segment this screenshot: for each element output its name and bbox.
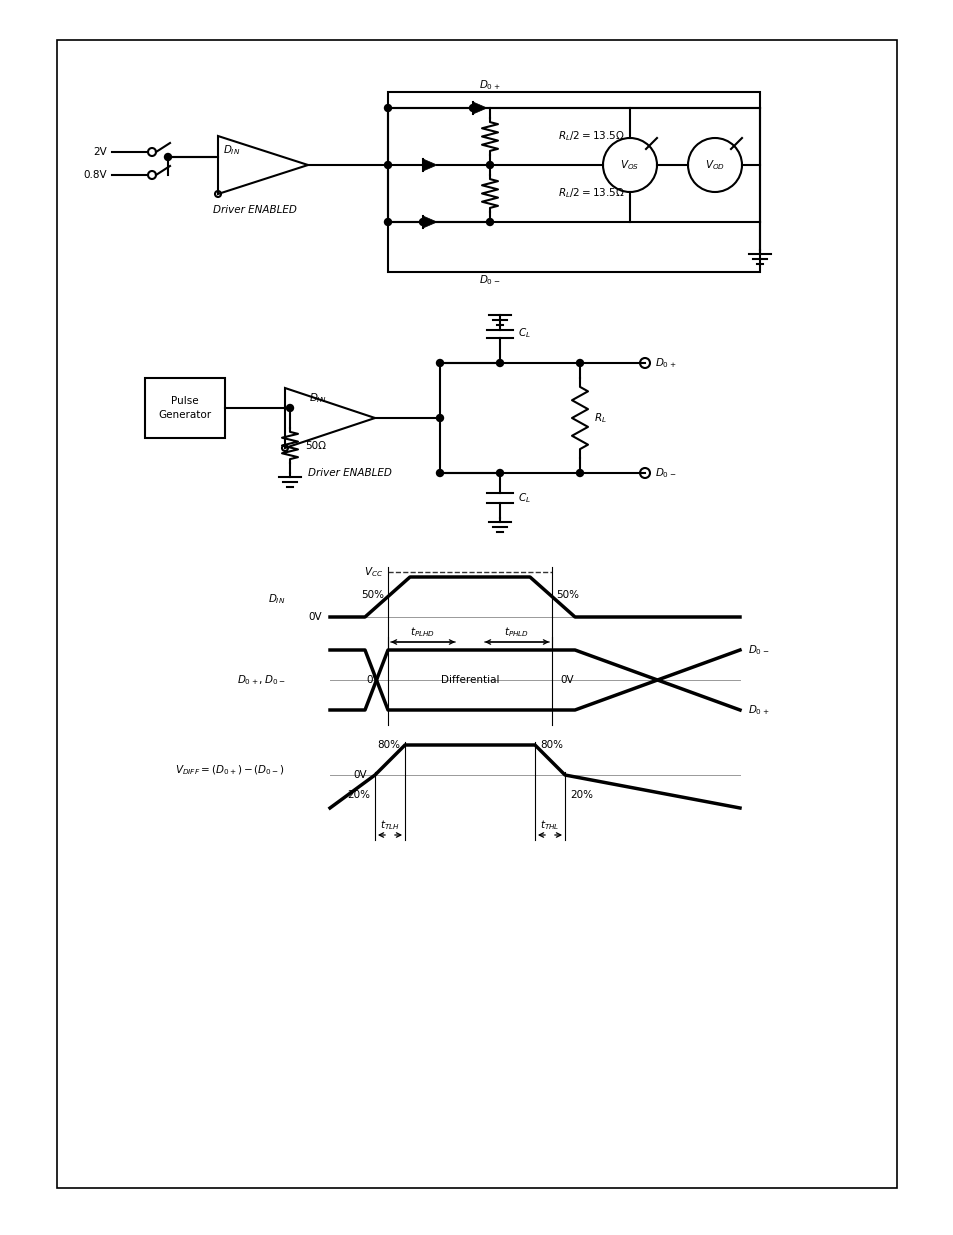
Text: $R_L$: $R_L$: [594, 411, 606, 425]
Text: Generator: Generator: [158, 410, 212, 420]
Circle shape: [384, 162, 391, 168]
Text: $D_{IN}$: $D_{IN}$: [223, 143, 240, 157]
Circle shape: [576, 359, 583, 367]
Text: 80%: 80%: [376, 740, 399, 750]
Text: $V_{DIFF} = (D_{0+}) - (D_{0-})$: $V_{DIFF} = (D_{0+}) - (D_{0-})$: [175, 763, 285, 777]
Circle shape: [436, 415, 443, 421]
Text: $V_{OS}$: $V_{OS}$: [619, 158, 639, 172]
Text: $R_L/2 = 13.5\Omega$: $R_L/2 = 13.5\Omega$: [558, 130, 624, 143]
Bar: [388, 91, 760, 272]
Text: 20%: 20%: [569, 790, 593, 800]
Text: Driver ENABLED: Driver ENABLED: [213, 205, 296, 215]
Circle shape: [384, 219, 391, 226]
Text: Pulse: Pulse: [171, 396, 198, 406]
Circle shape: [469, 105, 476, 111]
Circle shape: [576, 469, 583, 477]
Bar: [57, 40, 896, 1188]
Text: 2V: 2V: [93, 147, 107, 157]
Bar: [145, 378, 225, 438]
Circle shape: [164, 153, 172, 161]
Text: Differential: Differential: [440, 676, 498, 685]
Text: $D_{0+}$: $D_{0+}$: [478, 78, 500, 91]
Text: $R_L/2 = 13.5\Omega$: $R_L/2 = 13.5\Omega$: [558, 186, 624, 200]
Circle shape: [419, 219, 426, 226]
Text: 80%: 80%: [539, 740, 562, 750]
Text: $V_{OD}$: $V_{OD}$: [704, 158, 724, 172]
Polygon shape: [422, 216, 436, 228]
Circle shape: [286, 405, 294, 411]
Text: 0V: 0V: [559, 676, 573, 685]
Text: 50%: 50%: [556, 590, 578, 600]
Polygon shape: [473, 103, 486, 114]
Text: $C_L$: $C_L$: [517, 326, 530, 340]
Text: $t_{PHLD}$: $t_{PHLD}$: [504, 625, 529, 638]
Text: 50%: 50%: [360, 590, 384, 600]
Text: $D_{0-}$: $D_{0-}$: [478, 273, 500, 287]
Text: 0V: 0V: [308, 613, 322, 622]
Text: $D_{IN}$: $D_{IN}$: [309, 391, 326, 405]
Text: $t_{THL}$: $t_{THL}$: [539, 818, 559, 832]
Circle shape: [486, 219, 493, 226]
Text: $t_{TLH}$: $t_{TLH}$: [379, 818, 399, 832]
Text: $C_L$: $C_L$: [517, 492, 530, 505]
Circle shape: [496, 359, 503, 367]
Text: 20%: 20%: [347, 790, 370, 800]
Text: $V_{CC}$: $V_{CC}$: [363, 566, 382, 579]
Circle shape: [384, 105, 391, 111]
Text: 0V: 0V: [366, 676, 379, 685]
Circle shape: [436, 359, 443, 367]
Circle shape: [436, 469, 443, 477]
Text: $D_{0+}$: $D_{0+}$: [747, 703, 768, 716]
Text: 0V: 0V: [353, 769, 367, 781]
Circle shape: [486, 162, 493, 168]
Text: $D_{0+}$: $D_{0+}$: [655, 356, 676, 370]
Text: $t_{PLHD}$: $t_{PLHD}$: [410, 625, 436, 638]
Text: $D_{0-}$: $D_{0-}$: [747, 643, 768, 657]
Polygon shape: [422, 159, 436, 170]
Circle shape: [496, 469, 503, 477]
Text: $D_{0+}, D_{0-}$: $D_{0+}, D_{0-}$: [236, 673, 285, 687]
Text: 50Ω: 50Ω: [305, 441, 326, 451]
Text: $D_{IN}$: $D_{IN}$: [268, 592, 285, 606]
Text: $D_{0-}$: $D_{0-}$: [655, 466, 676, 480]
Text: 0.8V: 0.8V: [83, 170, 107, 180]
Text: Driver ENABLED: Driver ENABLED: [308, 468, 392, 478]
